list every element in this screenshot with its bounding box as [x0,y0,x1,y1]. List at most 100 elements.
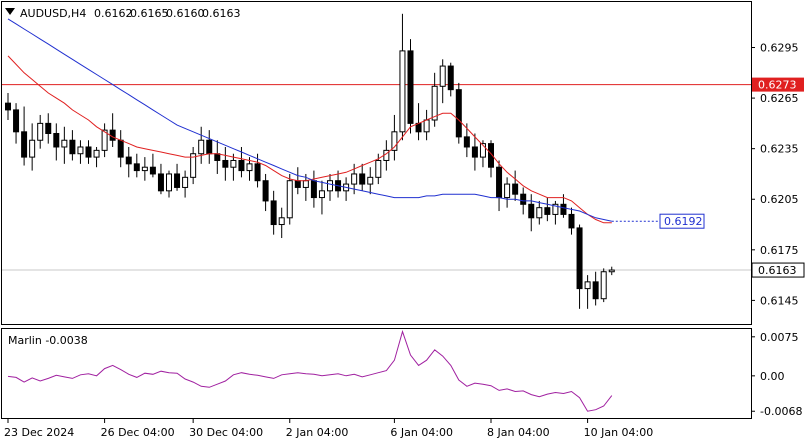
candle-bear [214,153,221,161]
current-price-tag [751,262,805,278]
price-axis: 0.6295 0.6265 0.6235 0.6205 0.6175 0.6145 0.6… [751,42,805,307]
candle-bull [198,139,205,155]
candle-bear [359,173,366,185]
candle-bull [399,50,406,133]
indicator-tick-label: 0.00 [760,370,785,383]
candle-bear [174,173,181,188]
candle-bull [37,122,44,141]
candle-bull [61,139,68,148]
candle-bear [53,132,60,148]
price-tick-label: 0.6205 [760,193,799,206]
time-axis: 23 Dec 2024 26 Dec 04:00 30 Dec 04:00 2 Jan… [4,419,653,439]
candle-bear [455,89,462,138]
candle-bear [270,200,277,226]
candle-bear [13,109,20,133]
candle-bear [528,203,535,219]
candle-bear [117,139,124,158]
candle-bear [544,207,551,215]
time-tick-label: 2 Jan 04:00 [286,426,349,439]
current-price-label: 0.6163 [758,264,797,277]
candle-bull [190,153,197,178]
candle-bear [447,65,454,91]
candle-bull [479,143,486,158]
price-tick-label: 0.6145 [760,294,799,307]
candle-bull [182,176,189,188]
candle-bear [496,166,503,199]
time-tick-label: 6 Jan 04:00 [390,426,453,439]
time-tick-label: 10 Jan 04:00 [584,426,654,439]
indicator-panel-frame [1,328,752,419]
candle-bull [423,119,430,133]
candle-bull [93,149,100,158]
candle-bear [21,131,28,158]
price-tick-label: 0.6265 [760,92,799,105]
candle-bear [206,139,213,155]
indicator-tick-label: -0.0068 [760,405,802,418]
candle-bull [318,190,325,199]
candle-bear [560,203,567,215]
candle-bull [608,269,615,273]
time-tick-label: 30 Dec 04:00 [189,426,263,439]
candle-bear [5,102,11,111]
candle-bull [141,166,148,172]
candle-bull [391,131,398,151]
candle-bear [488,143,494,168]
candle-bull [375,159,382,178]
candle-bull [286,180,293,219]
price-tick-label: 0.6175 [760,244,799,257]
candle-bull [278,217,285,226]
candle-bear [262,180,269,202]
candle-bull [77,146,84,155]
candle-bull [101,129,108,151]
candle-bear [69,139,76,155]
candle-bear [407,50,414,124]
time-tick-label: 23 Dec 2024 [4,426,74,439]
candle-bear [592,281,599,300]
candle-bear [254,163,261,182]
candle-bull [166,173,172,192]
price-panel-frame [1,1,752,325]
time-tick-label: 26 Dec 04:00 [101,426,175,439]
ma-value-label: 0.6192 [664,215,703,228]
symbol-dropdown-icon[interactable] [5,8,15,15]
candle-bear [463,136,470,148]
candle-bear [294,180,301,188]
candle-bull [536,207,543,219]
price-tick-label: 0.6295 [760,42,799,55]
candle-bear [310,180,317,199]
candle-bear [85,146,92,158]
candle-bull [367,176,374,185]
candle-bear [576,227,583,290]
candle-bear [238,159,245,172]
ma-red-line [7,55,612,224]
indicator-label: Marlin -0.0038 [8,334,88,347]
candle-bear [149,166,156,175]
candle-bear [157,173,164,192]
ohlc-high: 0.6165 [130,7,169,20]
candle-bull [230,159,237,168]
candle-bull [246,163,253,172]
time-tick-label: 8 Jan 04:00 [487,426,550,439]
ma-blue-line [7,18,612,222]
price-tick-label: 0.6235 [760,143,799,156]
candle-bull [29,139,36,158]
candle-bear [222,159,229,168]
candle-bull [439,65,446,87]
ma-value-box [659,213,705,229]
candle-bear [520,193,527,205]
candle-bull [431,85,438,121]
candle-bull [504,183,511,199]
resistance-price-tag [752,77,804,92]
ohlc-open: 0.6162 [94,7,133,20]
candle-bear [568,213,575,229]
candle-bear [133,163,140,172]
candle-bull [302,180,309,188]
ohlc-close: 0.6163 [202,7,241,20]
candle-bear [512,183,519,195]
candle-bear [125,156,132,165]
indicator-tick-label: 0.0075 [760,331,799,344]
symbol-label: AUDUSD,H4 [20,7,86,20]
resistance-price-label: 0.6273 [758,79,797,92]
candle-bull [327,180,333,192]
